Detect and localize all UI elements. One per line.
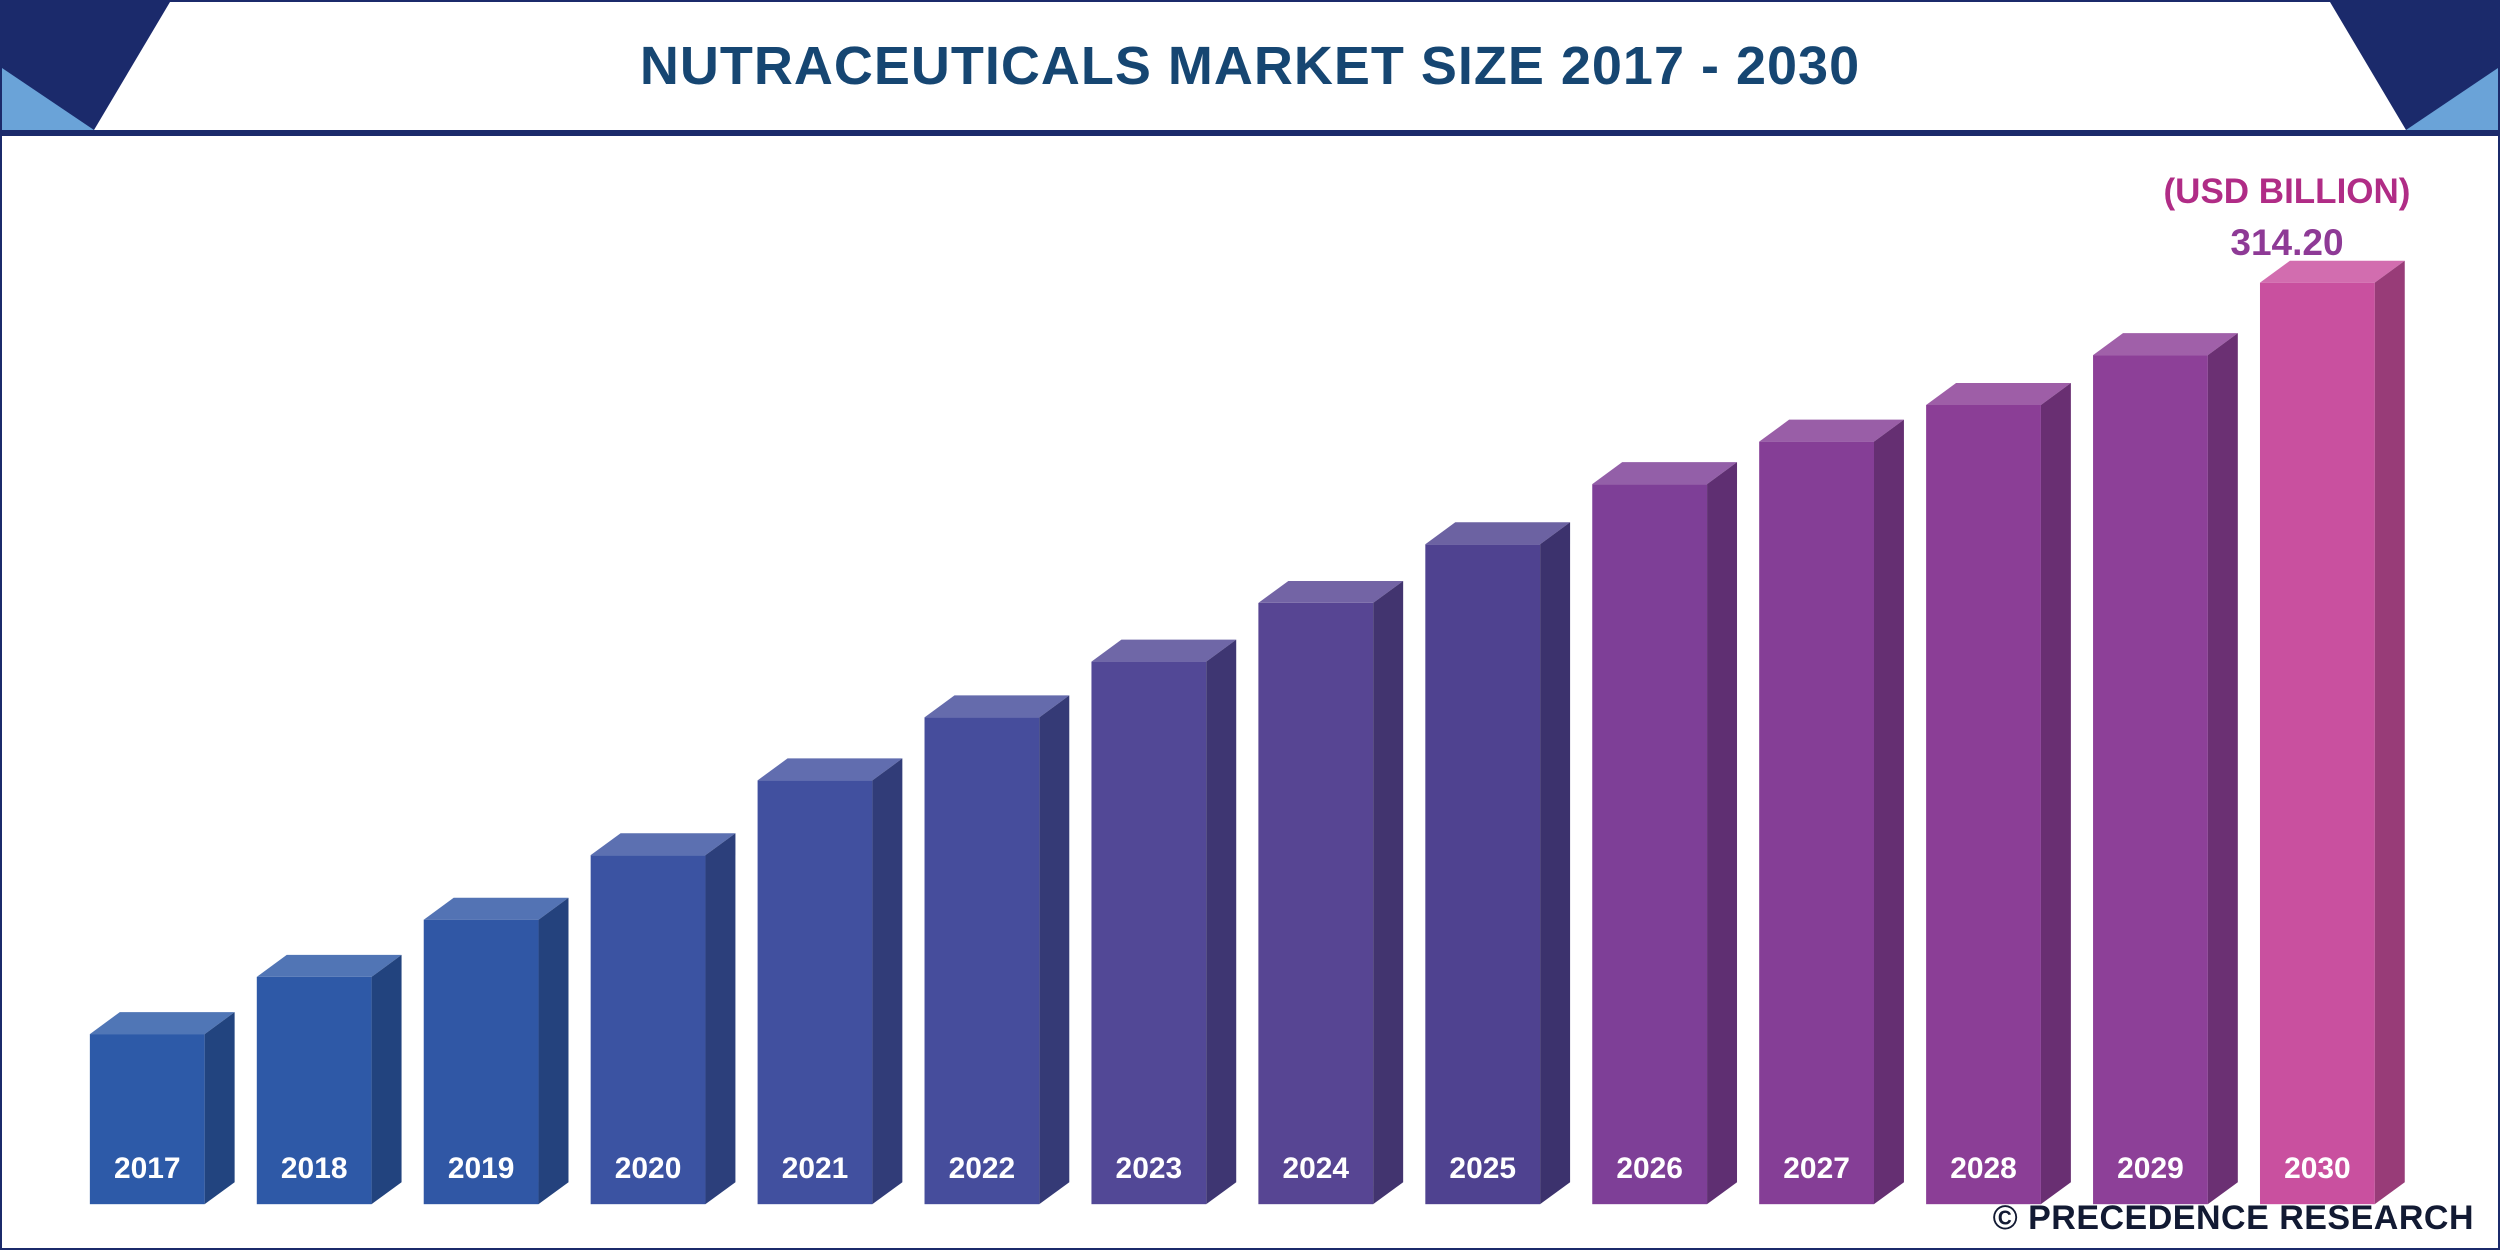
- bar-side-face: [2040, 382, 2071, 1205]
- bar-front-face: [757, 780, 873, 1205]
- bar-side-face: [2207, 333, 2238, 1205]
- bar-year-label: 2020: [615, 1152, 682, 1185]
- value-label-2030: 314.20: [2230, 222, 2344, 263]
- bar-year-label: 2023: [1116, 1152, 1183, 1185]
- bar-side-face: [705, 833, 736, 1205]
- bar-year-label: 2027: [1783, 1152, 1850, 1185]
- chart-header: NUTRACEUTICALS MARKET SIZE 2017 - 2030: [2, 2, 2498, 136]
- bar-side-face: [204, 1012, 235, 1205]
- bar-front-face: [590, 855, 706, 1205]
- bar-front-face: [1258, 602, 1374, 1205]
- bar-side-face: [1206, 639, 1237, 1205]
- bar-year-label: 2019: [448, 1152, 515, 1185]
- bar-front-face: [1091, 661, 1207, 1205]
- chart-area: 2017 2018 2019 2020 2021 2022 2023 2024 2025 2026…: [2, 136, 2498, 1248]
- bar-front-face: [2259, 282, 2375, 1205]
- bar-front-face: [1592, 484, 1708, 1205]
- bar-side-face: [1373, 580, 1404, 1205]
- corner-ribbon-left-lightblue: [2, 68, 94, 130]
- copyright: © PRECEDENCE RESEARCH: [1992, 1199, 2474, 1237]
- bar-top-face: [89, 1012, 235, 1035]
- bar-year-label: 2021: [782, 1152, 849, 1185]
- bar-side-face: [538, 897, 569, 1205]
- bar-top-face: [757, 758, 903, 781]
- bar-top-face: [423, 897, 569, 920]
- bar-top-face: [256, 954, 402, 977]
- bar-side-face: [1540, 522, 1571, 1205]
- bar-2018: 2018: [256, 954, 402, 1205]
- bar-year-label: 2024: [1282, 1152, 1349, 1185]
- bar-year-label: 2018: [281, 1152, 348, 1185]
- bar-front-face: [256, 976, 372, 1205]
- bar-year-label: 2026: [1616, 1152, 1683, 1185]
- bar-side-face: [371, 954, 402, 1205]
- bar-side-face: [1874, 419, 1904, 1205]
- bar-front-face: [89, 1034, 205, 1205]
- bar-2019: 2019: [423, 897, 569, 1205]
- bar-2025: 2025: [1425, 522, 1571, 1205]
- bar-year-label: 2022: [949, 1152, 1016, 1185]
- bar-side-face: [1707, 462, 1738, 1205]
- page-title: NUTRACEUTICALS MARKET SIZE 2017 - 2030: [639, 36, 1861, 96]
- bar-side-face: [2374, 260, 2405, 1205]
- bar-front-face: [924, 717, 1040, 1205]
- bar-front-face: [1926, 404, 2041, 1205]
- bar-front-face: [2093, 355, 2208, 1205]
- bar-top-face: [1759, 419, 1904, 442]
- bar-side-face: [1039, 695, 1070, 1205]
- bar-year-label: 2029: [2117, 1152, 2184, 1185]
- bar-chart-svg: 2017 2018 2019 2020 2021 2022 2023 2024 2025 2026…: [89, 260, 2405, 1205]
- bar-2026: 2026: [1592, 462, 1738, 1205]
- corner-ribbon-right-lightblue: [2406, 68, 2498, 130]
- bar-2029: 2029: [2093, 333, 2238, 1205]
- bar-year-label: 2028: [1950, 1152, 2017, 1185]
- bar-2027: 2027: [1759, 419, 1904, 1205]
- bar-front-face: [423, 919, 539, 1205]
- bar-2024: 2024: [1258, 580, 1404, 1205]
- bar-2030: 2030: [2259, 260, 2405, 1205]
- bar-2021: 2021: [757, 758, 903, 1205]
- bar-top-face: [1258, 580, 1404, 603]
- bar-2023: 2023: [1091, 639, 1237, 1205]
- corner-ribbon-right-icon: [2330, 2, 2498, 130]
- bar-2028: 2028: [1926, 382, 2071, 1205]
- bar-top-face: [1592, 462, 1738, 485]
- bar-top-face: [1091, 639, 1237, 662]
- bar-2017: 2017: [89, 1012, 235, 1205]
- bar-side-face: [872, 758, 903, 1205]
- bar-front-face: [1759, 441, 1874, 1205]
- bar-top-face: [2259, 260, 2405, 283]
- bar-top-face: [1425, 522, 1571, 545]
- bar-front-face: [1425, 544, 1541, 1205]
- bar-top-face: [1926, 382, 2071, 405]
- unit-label: (USD BILLION): [2163, 172, 2411, 211]
- bar-year-label: 2017: [114, 1152, 181, 1185]
- bar-year-label: 2025: [1449, 1152, 1516, 1185]
- bar-top-face: [2093, 333, 2238, 356]
- bar-year-label: 2030: [2284, 1152, 2351, 1185]
- bar-2020: 2020: [590, 833, 736, 1205]
- bar-2022: 2022: [924, 695, 1070, 1205]
- bar-top-face: [590, 833, 736, 856]
- bar-top-face: [924, 695, 1070, 718]
- corner-ribbon-left-icon: [2, 2, 170, 130]
